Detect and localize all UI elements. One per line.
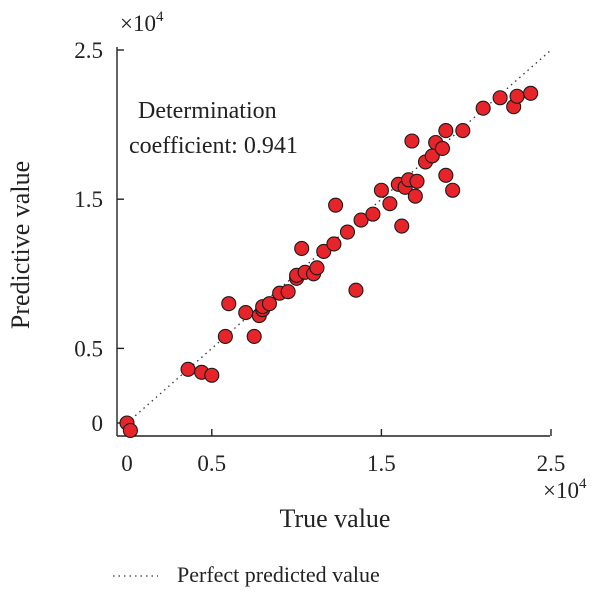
x-multiplier: ×104 bbox=[543, 476, 587, 503]
data-point bbox=[204, 367, 220, 383]
data-point bbox=[394, 218, 410, 234]
x-tick-label: 2.5 bbox=[537, 451, 566, 476]
data-point bbox=[409, 173, 425, 189]
data-point bbox=[523, 85, 539, 101]
data-point bbox=[353, 212, 369, 228]
x-tick-label: 0 bbox=[121, 451, 133, 476]
data-point bbox=[122, 422, 138, 439]
determination-annotation-line1: Determination bbox=[138, 98, 277, 124]
data-point bbox=[280, 284, 296, 300]
y-axis-title: Predictive value bbox=[6, 161, 35, 329]
data-point bbox=[407, 188, 423, 204]
data-point bbox=[180, 361, 196, 377]
x-tick-label: 0.5 bbox=[197, 451, 226, 476]
data-point bbox=[404, 133, 420, 149]
x-axis-title: True value bbox=[280, 504, 391, 533]
y-ticks: 0 0.5 1.5 2.5 bbox=[74, 38, 124, 436]
legend-label: Perfect predicted value bbox=[177, 562, 380, 587]
data-point bbox=[294, 240, 310, 256]
data-point bbox=[326, 236, 342, 252]
data-point bbox=[445, 182, 461, 198]
legend: Perfect predicted value bbox=[113, 562, 380, 587]
data-point bbox=[348, 282, 364, 298]
data-point bbox=[217, 328, 233, 345]
data-point bbox=[492, 90, 508, 106]
data-point bbox=[365, 206, 381, 222]
y-multiplier: ×104 bbox=[120, 9, 164, 36]
data-point bbox=[339, 224, 356, 240]
data-point bbox=[434, 140, 451, 157]
data-point bbox=[373, 182, 389, 198]
perfect-prediction-line bbox=[126, 49, 552, 424]
x-tick-label: 1.5 bbox=[367, 451, 396, 476]
data-point bbox=[509, 88, 525, 104]
data-point bbox=[455, 123, 471, 139]
data-point bbox=[382, 196, 398, 212]
data-point bbox=[221, 296, 237, 312]
determination-annotation-line2: coefficient: 0.941 bbox=[129, 133, 298, 159]
y-tick-label: 0 bbox=[92, 411, 104, 436]
x-ticks: 0 0.5 1.5 2.5 bbox=[121, 429, 565, 476]
data-point bbox=[246, 328, 262, 345]
data-point bbox=[438, 123, 454, 139]
data-point bbox=[261, 296, 278, 312]
data-point bbox=[438, 167, 454, 183]
data-point bbox=[475, 100, 491, 116]
data-point bbox=[309, 260, 325, 276]
data-points bbox=[119, 85, 539, 439]
data-point bbox=[328, 197, 344, 213]
y-tick-label: 1.5 bbox=[74, 187, 103, 212]
data-point bbox=[316, 243, 332, 259]
y-tick-label: 0.5 bbox=[74, 336, 103, 361]
y-tick-label: 2.5 bbox=[74, 38, 103, 63]
data-point bbox=[238, 305, 254, 321]
